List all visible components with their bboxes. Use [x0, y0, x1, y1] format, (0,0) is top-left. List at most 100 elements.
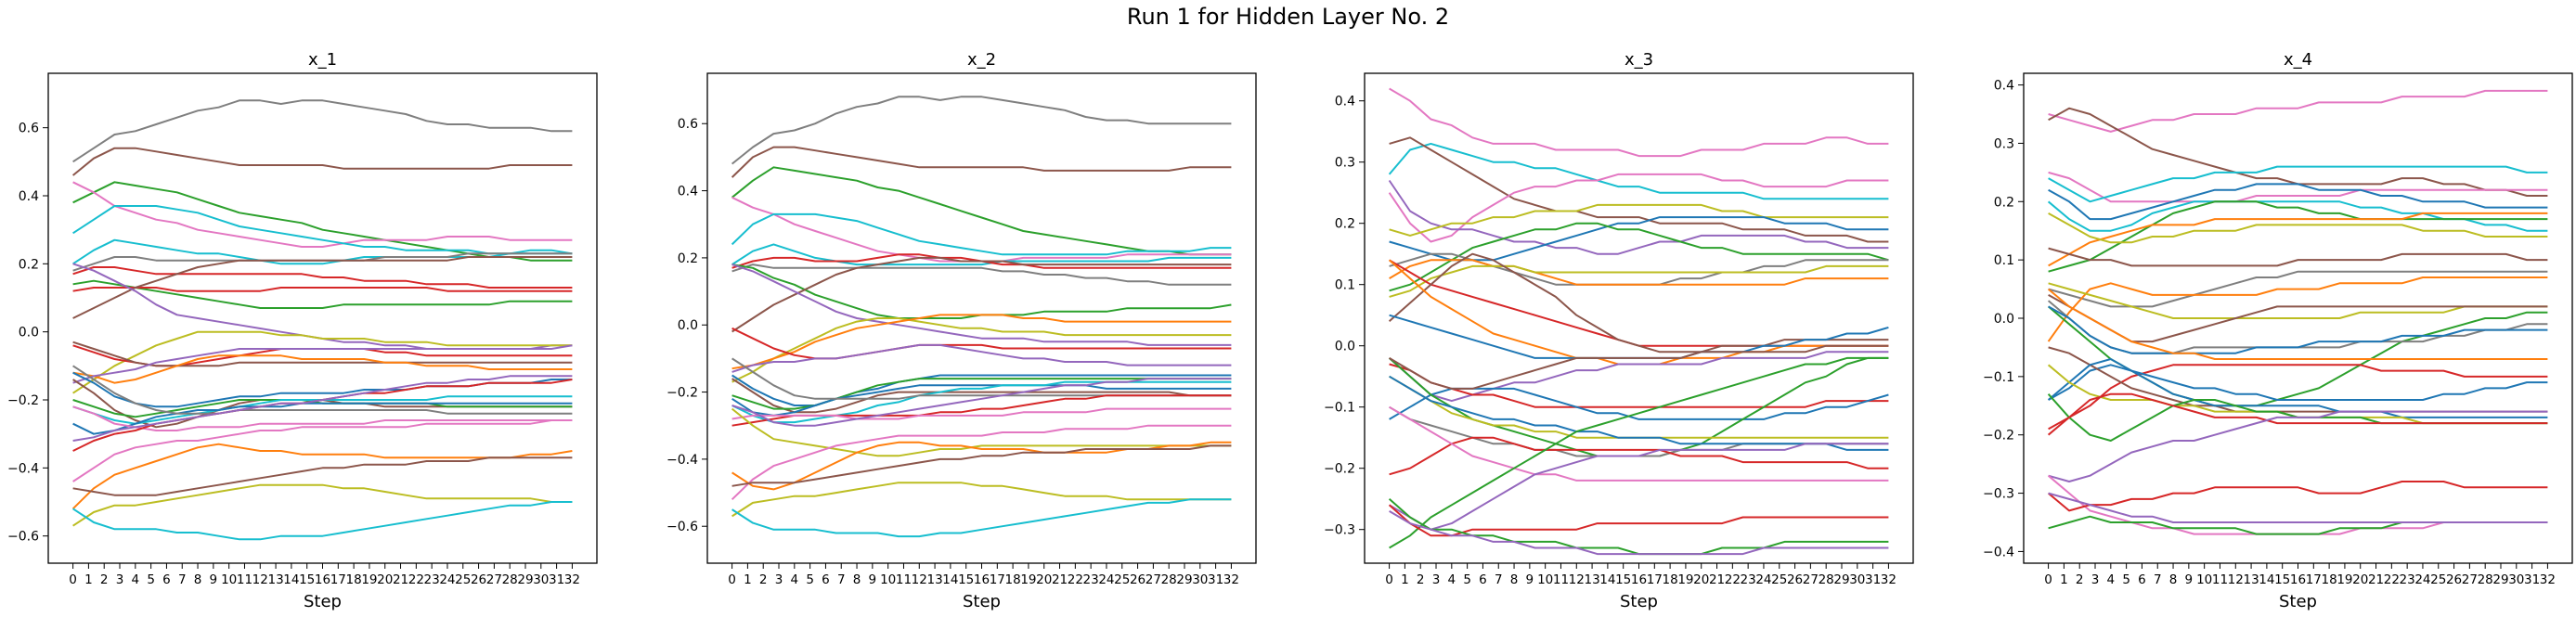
x-tick-label: 3 [775, 572, 783, 587]
series-line [1389, 443, 1889, 531]
x-tick-label: 17 [2306, 572, 2322, 587]
x-tick-label: 25 [1114, 572, 1130, 587]
series-line [731, 378, 1232, 427]
x-tick-label: 1 [2060, 572, 2068, 587]
series-line [731, 384, 1232, 417]
x-tick-label: 20 [2352, 572, 2368, 587]
series-line [731, 96, 1232, 165]
x-tick-label: 32 [1881, 572, 1896, 587]
x-tick-label: 16 [974, 572, 990, 587]
x-tick-label: 18 [1005, 572, 1021, 587]
series-line [2047, 358, 2548, 418]
y-tick-label: 0.6 [19, 122, 39, 136]
x-tick-label: 28 [1819, 572, 1834, 587]
series-line [2048, 247, 2548, 267]
series-line [2048, 107, 2548, 197]
x-tick-label: 21 [1709, 572, 1725, 587]
x-tick-label: 4 [132, 572, 140, 587]
chart-panel-1: x_10 1 2 3 4 5 6 7 8 9 10 11 12 13 14 15 16 17 18 19 20 21 22 2… [7, 50, 598, 611]
x-tick-label: 21 [1052, 572, 1068, 587]
x-tick-label: 21 [393, 572, 408, 587]
x-tick-label: 32 [564, 572, 580, 587]
series-line [2048, 171, 2548, 203]
x-tick-label: 10 [221, 572, 237, 587]
series-line [731, 146, 1232, 178]
x-tick-label: 31 [2524, 572, 2540, 587]
y-tick-label: 0.1 [1335, 278, 1355, 293]
x-tick-label: 4 [2107, 572, 2116, 587]
x-tick-label: 11 [896, 572, 912, 587]
series-line [1389, 136, 1889, 243]
series-line [2047, 300, 2548, 354]
x-tick-label: 24 [439, 572, 455, 587]
x-tick-label: 27 [1146, 572, 1161, 587]
x-tick-label: 8 [2169, 572, 2178, 587]
x-tick-label: 19 [361, 572, 377, 587]
x-tick-label: 15 [1615, 572, 1631, 587]
x-tick-label: 0 [728, 572, 736, 587]
x-tick-label: 0 [1385, 572, 1393, 587]
y-tick-label: −0.3 [1324, 523, 1355, 538]
series-line [72, 419, 573, 482]
x-tick-label: 28 [1161, 572, 1177, 587]
x-tick-label: 18 [2322, 572, 2337, 587]
x-tick-label: 20 [377, 572, 393, 587]
x-tick-label: 18 [346, 572, 362, 587]
y-tick-label: −0.2 [1324, 462, 1355, 477]
x-tick-label: 26 [1787, 572, 1803, 587]
x-tick-label: 24 [1098, 572, 1114, 587]
series-line [1389, 510, 1889, 556]
series-line [1388, 497, 1889, 556]
x-tick-label: 19 [1677, 572, 1693, 587]
series-line [731, 264, 1232, 286]
x-tick-label: 8 [1510, 572, 1519, 587]
x-tick-label: 15 [958, 572, 974, 587]
y-tick-label: 0.2 [678, 251, 698, 266]
panel-title: x_2 [967, 50, 996, 70]
x-tick-label: 13 [926, 572, 942, 587]
x-tick-label: 7 [837, 572, 846, 587]
series-line [72, 344, 573, 384]
x-tick-label: 27 [1803, 572, 1819, 587]
series-line [1388, 504, 1889, 537]
series-line [72, 456, 573, 496]
series-line [72, 365, 573, 415]
x-tick-label: 17 [990, 572, 1005, 587]
x-tick-label: 30 [533, 572, 549, 587]
x-tick-label: 6 [1479, 572, 1487, 587]
x-tick-label: 10 [1537, 572, 1553, 587]
series-line [2048, 346, 2548, 413]
y-tick-label: 0.0 [1335, 340, 1355, 354]
x-tick-label: 18 [1663, 572, 1678, 587]
panel-title: x_1 [308, 50, 337, 70]
x-tick-label: 4 [1448, 572, 1456, 587]
series-line [2048, 165, 2548, 203]
x-tick-label: 30 [1192, 572, 1208, 587]
series-line [2047, 474, 2548, 535]
series-line [731, 212, 1232, 256]
x-tick-label: 12 [912, 572, 927, 587]
x-tick-label: 29 [2492, 572, 2508, 587]
y-tick-label: 0.1 [1994, 253, 2014, 268]
x-tick-label: 15 [2274, 572, 2290, 587]
series-line [731, 498, 1232, 538]
x-tick-label: 32 [1223, 572, 1239, 587]
series-line [731, 264, 1232, 346]
x-tick-label: 25 [455, 572, 471, 587]
x-tick-label: 12 [252, 572, 268, 587]
panel-title: x_3 [1625, 50, 1653, 70]
x-tick-label: 25 [2430, 572, 2446, 587]
series-line [731, 424, 1232, 501]
series-line [72, 181, 573, 262]
series-line [731, 243, 1232, 266]
y-tick-label: 0.2 [19, 257, 39, 272]
series-line [1388, 179, 1889, 255]
series-line [72, 330, 573, 394]
series-line [72, 279, 573, 309]
x-tick-label: 9 [869, 572, 877, 587]
series-line [1388, 142, 1889, 200]
y-tick-label: −0.3 [1983, 487, 2014, 502]
x-tick-label: 27 [486, 572, 502, 587]
y-tick-label: 0.4 [678, 185, 698, 199]
